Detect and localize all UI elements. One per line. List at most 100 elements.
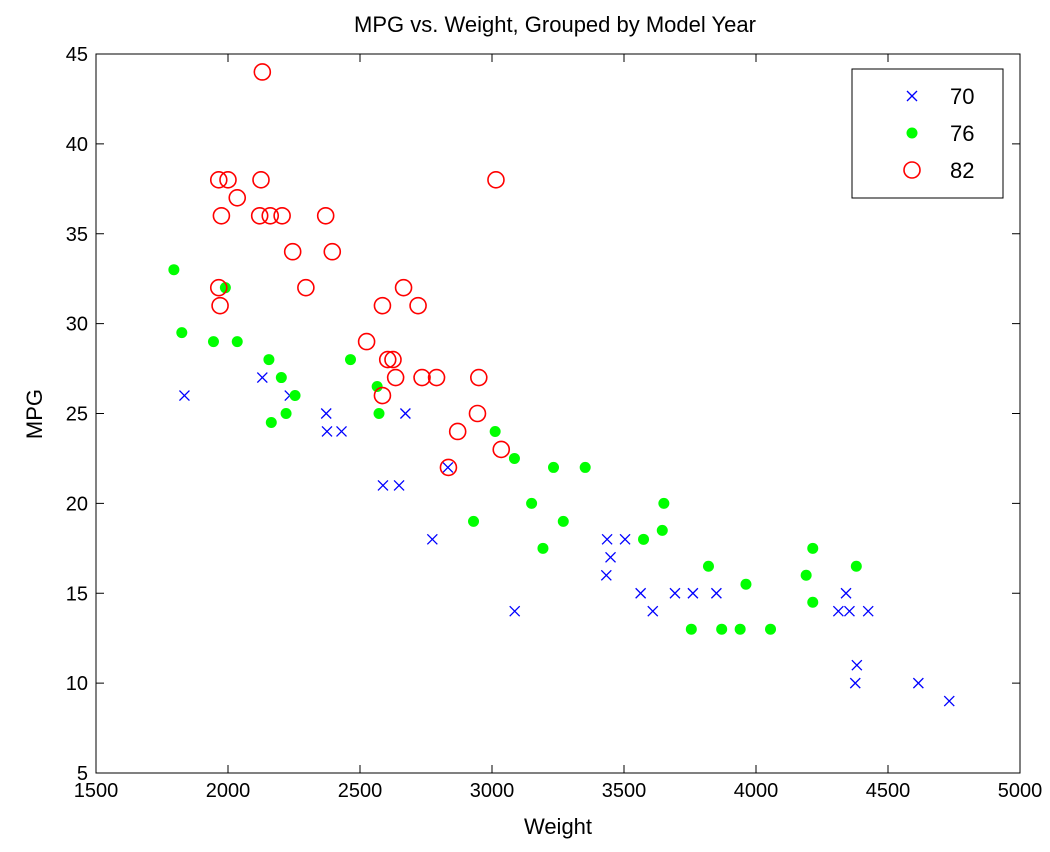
data-point-82 xyxy=(487,171,505,189)
data-point-76 xyxy=(807,596,819,608)
data-point-82 xyxy=(413,368,431,387)
legend-marker-76 xyxy=(906,127,918,139)
data-point-82 xyxy=(228,189,247,207)
data-point-70 xyxy=(710,587,722,599)
y-tick-label: 20 xyxy=(66,493,88,515)
data-point-70 xyxy=(832,605,844,617)
data-point-70 xyxy=(426,533,438,545)
data-point-70 xyxy=(178,390,190,401)
data-point-82 xyxy=(357,332,376,351)
data-point-76 xyxy=(800,569,812,581)
y-tick-label: 30 xyxy=(66,314,88,336)
data-point-82 xyxy=(492,440,511,459)
data-point-76 xyxy=(685,623,697,635)
y-tick-label: 5 xyxy=(77,763,88,785)
y-axis: 5 10 15 20 25 30 35 40 45 xyxy=(66,44,1020,785)
data-point-76 xyxy=(508,452,520,464)
data-point-70 xyxy=(843,605,855,617)
y-tick-label: 10 xyxy=(66,673,88,695)
data-point-70 xyxy=(862,605,874,617)
data-point-76 xyxy=(548,461,560,473)
data-point-70 xyxy=(840,587,852,599)
data-point-82 xyxy=(252,171,270,189)
data-point-76 xyxy=(176,327,188,339)
data-point-70 xyxy=(442,461,454,473)
data-point-76 xyxy=(371,381,383,393)
data-point-76 xyxy=(344,354,356,366)
legend-box xyxy=(851,68,1004,199)
data-point-82 xyxy=(378,350,397,369)
data-point-70 xyxy=(647,605,659,617)
x-tick-label: 2500 xyxy=(338,780,383,802)
x-axis-title: Weight xyxy=(524,814,592,839)
x-tick-label: 2000 xyxy=(206,780,251,802)
y-tick-label: 25 xyxy=(66,404,88,426)
data-point-70 xyxy=(851,659,863,671)
data-point-70 xyxy=(619,533,631,545)
data-point-76 xyxy=(658,497,670,509)
data-point-76 xyxy=(289,390,301,402)
data-point-76 xyxy=(807,542,819,554)
data-point-82 xyxy=(468,404,487,423)
data-point-82 xyxy=(427,368,446,387)
data-point-76 xyxy=(280,408,292,419)
legend-marker-82 xyxy=(903,161,921,179)
data-point-82 xyxy=(384,350,402,369)
data-point-70 xyxy=(601,533,613,545)
data-point-82 xyxy=(409,296,427,315)
y-tick-label: 15 xyxy=(66,583,88,605)
y-tick-label: 35 xyxy=(66,224,88,246)
data-point-82 xyxy=(212,206,231,225)
data-point-76 xyxy=(489,425,501,437)
legend-marker-70 xyxy=(906,90,918,102)
x-tick-label: 5000 xyxy=(998,780,1043,802)
data-point-76 xyxy=(656,524,668,536)
data-point-76 xyxy=(557,515,569,527)
data-point-70 xyxy=(687,587,699,599)
data-point-76 xyxy=(716,623,728,635)
data-point-76 xyxy=(702,560,714,572)
data-point-76 xyxy=(263,354,275,366)
data-point-70 xyxy=(605,551,616,563)
data-point-70 xyxy=(943,695,955,707)
x-tick-label: 1500 xyxy=(74,780,119,802)
data-point-82 xyxy=(219,171,237,189)
data-point-70 xyxy=(912,677,924,689)
data-point-76 xyxy=(638,533,650,545)
x-axis: 1500 2000 2500 3000 3500 4000 4500 5000 xyxy=(74,54,1043,802)
data-point-70 xyxy=(669,587,681,599)
data-point-70 xyxy=(635,587,647,599)
data-point-82 xyxy=(439,458,458,477)
data-point-76 xyxy=(219,282,231,294)
x-tick-label: 3500 xyxy=(602,780,647,802)
data-point-76 xyxy=(207,336,219,348)
data-point-82 xyxy=(253,63,272,81)
data-point-76 xyxy=(734,623,746,635)
data-point-82 xyxy=(386,368,405,387)
data-point-82 xyxy=(448,422,467,441)
x-tick-label: 4000 xyxy=(734,780,779,802)
chart-title: MPG vs. Weight, Grouped by Model Year xyxy=(354,12,756,37)
data-point-82 xyxy=(283,242,302,261)
legend-label-76: 76 xyxy=(950,121,974,146)
data-point-76 xyxy=(579,461,591,473)
data-point-82 xyxy=(323,242,342,261)
y-tick-label: 45 xyxy=(66,44,88,66)
data-point-82 xyxy=(250,206,269,225)
data-point-76 xyxy=(275,372,287,384)
y-axis-title: MPG xyxy=(22,389,47,439)
data-point-82 xyxy=(261,206,280,225)
data-point-82 xyxy=(373,296,392,315)
data-point-76 xyxy=(740,578,752,590)
data-point-76 xyxy=(265,416,277,428)
data-point-76 xyxy=(526,497,538,509)
data-point-70 xyxy=(849,677,861,689)
data-point-82 xyxy=(273,206,291,225)
data-point-70 xyxy=(399,408,411,419)
data-point-82 xyxy=(209,171,228,189)
data-point-76 xyxy=(168,264,180,276)
x-tick-label: 4500 xyxy=(866,780,911,802)
data-point-76 xyxy=(850,560,862,572)
data-point-76 xyxy=(231,336,243,348)
